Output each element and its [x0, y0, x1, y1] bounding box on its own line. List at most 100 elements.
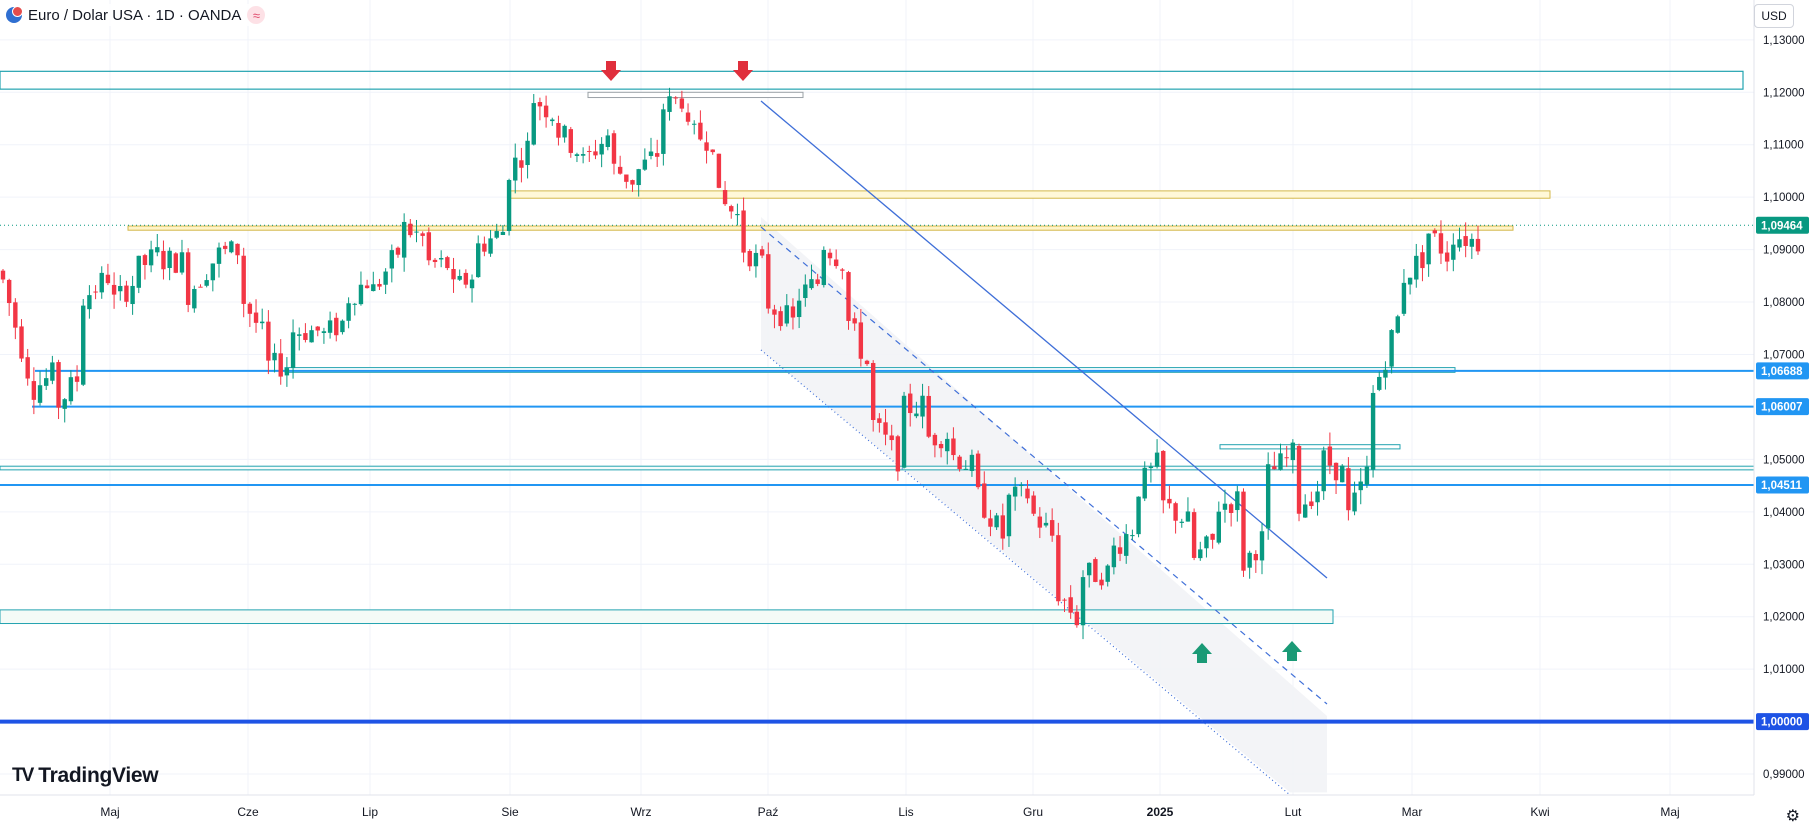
candle-body [0, 270, 6, 280]
channel-lower-line [760, 349, 1291, 796]
candle-body [587, 150, 592, 152]
candle-body [167, 250, 172, 269]
candle-body [969, 454, 975, 471]
candle-body [37, 385, 43, 403]
candle-body [130, 285, 135, 305]
candle-body [988, 518, 993, 527]
candle-body [1136, 496, 1141, 535]
candle-body [19, 326, 24, 359]
candle-body [1099, 579, 1104, 586]
candle-body [1259, 531, 1265, 561]
candle-body [772, 309, 777, 315]
candle-body [210, 263, 216, 281]
candle-body [852, 318, 857, 324]
candle-body [864, 360, 870, 365]
candle-body [1173, 503, 1178, 521]
candle-body [630, 180, 635, 185]
candle-body [1401, 282, 1407, 314]
candle-body [920, 395, 925, 417]
candle-body [62, 399, 67, 409]
candle-body [685, 112, 691, 122]
x-tick-label: Maj [1660, 805, 1679, 819]
candle-body [945, 438, 950, 452]
y-tick-label: 0,99000 [1763, 769, 1805, 781]
candle-body [1463, 236, 1468, 247]
candle-body [568, 129, 573, 153]
candle-body [401, 221, 407, 258]
y-tick-label: 1,12000 [1763, 87, 1805, 99]
candle-body [766, 254, 771, 309]
symbol-title[interactable]: Euro / Dolar USA · 1D · OANDA [28, 6, 242, 24]
resistance-zone-top [0, 70, 1744, 90]
candle-body [901, 395, 907, 468]
candle-body [1037, 516, 1043, 528]
channel-upper-line [760, 100, 1328, 579]
candle-body [729, 206, 734, 212]
candle-body [272, 352, 277, 361]
candle-body [1235, 491, 1240, 511]
candle-body [321, 331, 327, 334]
candle-body [297, 334, 302, 336]
candle-body [1198, 549, 1203, 559]
candle-body [377, 283, 382, 287]
candle-body [81, 305, 86, 385]
candle-body [1327, 446, 1333, 466]
candle-body [895, 436, 901, 472]
candle-body [31, 381, 37, 400]
candle-body [488, 238, 493, 254]
candle-body [1432, 230, 1437, 234]
candle-body [185, 252, 191, 305]
candle-body [278, 353, 283, 377]
top-range-box [587, 91, 804, 99]
candle-body [179, 252, 185, 273]
candle-body [1074, 611, 1080, 626]
candle-body [1272, 466, 1277, 470]
y-tick-label: 1,10000 [1763, 192, 1805, 204]
candle-body [500, 231, 506, 235]
candle-body [1457, 239, 1462, 248]
candle-body [124, 285, 129, 302]
sell-arrow-icon [601, 61, 621, 81]
settings-gear-icon[interactable]: ⚙ [1785, 808, 1800, 825]
candle-body [290, 332, 296, 369]
candle-body [315, 326, 320, 331]
x-tick-label: Kwi [1530, 805, 1549, 819]
candle-body [1191, 512, 1197, 558]
candle-body [1019, 484, 1024, 486]
price-label: 1,00000 [1761, 717, 1803, 729]
candle-body [1414, 255, 1419, 280]
candle-body [704, 142, 709, 151]
candle-body [858, 322, 864, 359]
price-label: 1,09464 [1761, 220, 1803, 232]
candle-body [204, 280, 209, 286]
resistance-zone-mid [509, 190, 1551, 199]
candle-body [617, 166, 623, 174]
candle-body [1309, 501, 1314, 507]
candle-body [198, 286, 203, 288]
candle-body [753, 252, 759, 267]
candle-body [1241, 491, 1246, 571]
candle-body [537, 102, 543, 107]
candle-body [1210, 533, 1215, 540]
candle-body [118, 286, 123, 292]
candle-body [556, 122, 561, 138]
tradingview-logo[interactable]: TV TradingView [12, 764, 159, 788]
candle-body [1154, 452, 1160, 467]
currency-button[interactable]: USD [1754, 4, 1794, 28]
candle-body [1167, 498, 1172, 504]
candle-body [698, 122, 703, 140]
candle-body [1043, 522, 1049, 526]
candle-body [938, 443, 944, 449]
candle-body [1000, 515, 1005, 539]
wave-icon[interactable]: ≈ [247, 6, 266, 24]
candle-body [994, 515, 999, 528]
candle-body [1420, 252, 1425, 269]
candle-body [1105, 565, 1110, 582]
candle-body [1469, 238, 1475, 247]
candle-body [679, 98, 685, 109]
candle-body [327, 320, 333, 333]
candle-body [1006, 494, 1012, 537]
sell-arrow-icon [733, 61, 753, 81]
candle-body [975, 453, 981, 488]
